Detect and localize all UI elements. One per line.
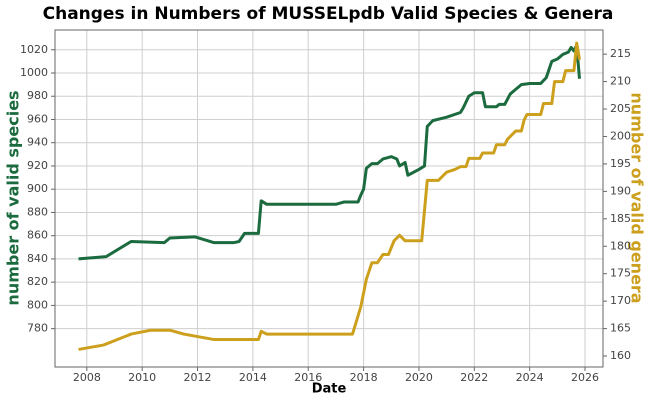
x-tick-label: 2012 — [184, 371, 212, 384]
x-tick-label: 2022 — [460, 371, 488, 384]
x-tick-label: 2026 — [571, 371, 599, 384]
y-tick-label: 980 — [27, 89, 48, 102]
y2-tick-label: 215 — [610, 47, 631, 60]
y2-tick-label: 205 — [610, 102, 631, 115]
y-axis-label: number of valid species — [4, 90, 23, 305]
y2-tick-label: 200 — [610, 129, 631, 142]
x-axis-label: Date — [312, 382, 347, 397]
y2-tick-label: 175 — [610, 267, 631, 280]
y2-axis-label: number of valid genera — [628, 92, 647, 303]
x-tick-label: 2018 — [350, 371, 378, 384]
series-line — [78, 43, 581, 261]
y2-tick-label: 210 — [610, 75, 631, 88]
x-tick-label: 2008 — [73, 371, 101, 384]
y-tick-label: 800 — [27, 298, 48, 311]
y-tick-label: 1000 — [20, 66, 48, 79]
y2-tick-label: 165 — [610, 322, 631, 335]
y-tick-label: 860 — [27, 229, 48, 242]
y-tick-label: 780 — [27, 322, 48, 335]
y-tick-label: 1020 — [20, 43, 48, 56]
y2-tick-label: 170 — [610, 294, 631, 307]
x-tick-label: 2014 — [239, 371, 267, 384]
y-tick-label: 920 — [27, 159, 48, 172]
x-tick-label: 2010 — [128, 371, 156, 384]
x-tick-label: 2024 — [516, 371, 544, 384]
y2-tick-label: 190 — [610, 184, 631, 197]
y2-tick-label: 195 — [610, 157, 631, 170]
y2-tick-label: 160 — [610, 349, 631, 362]
y-tick-label: 940 — [27, 136, 48, 149]
y-tick-label: 880 — [27, 205, 48, 218]
x-tick-label: 2020 — [405, 371, 433, 384]
y-tick-label: 900 — [27, 182, 48, 195]
series-line — [78, 41, 581, 351]
chart-title: Changes in Numbers of MUSSELpdb Valid Sp… — [43, 4, 614, 24]
y2-tick-label: 185 — [610, 212, 631, 225]
y2-tick-label: 180 — [610, 239, 631, 252]
y-tick-label: 820 — [27, 275, 48, 288]
y-tick-label: 960 — [27, 112, 48, 125]
y-tick-label: 840 — [27, 252, 48, 265]
plot-border — [54, 29, 604, 368]
x-tick-label: 2016 — [294, 371, 322, 384]
